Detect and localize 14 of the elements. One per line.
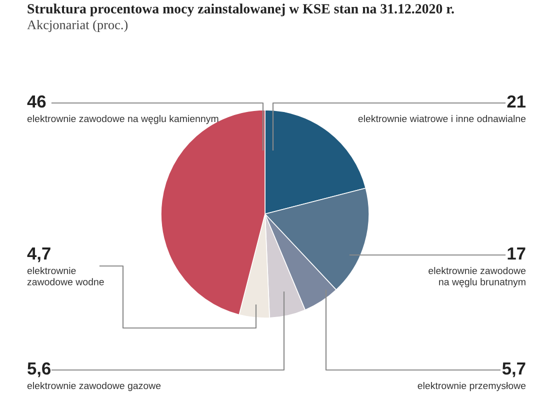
slice-label: elektrownie zawodowe na węglu kamiennym [27,115,218,124]
slice-label: elektrownie przemysłowe [418,382,526,392]
data-label: 5,6 [28,362,51,378]
data-label: 4,7 [27,248,50,262]
data-label: 17 [508,248,526,260]
chart-subtitle: Akcjonariat (proc.) [27,20,128,32]
data-label: 21 [507,95,526,108]
slice-label: elektrownie zawodowe wodne [27,267,104,286]
slice-label: elektrownie wiatrowe i inne odnawialne [358,115,526,122]
data-label: 46 [27,95,46,108]
data-label: 5,7 [502,362,526,378]
slice-label: elektrownie zawodowe na węglu brunatnym [428,267,526,288]
slice-label: elektrownie zawodowe gazowe [27,382,161,392]
chart-title: Struktura procentowa mocy zainstalowanej w KSE stan na 31.12.2020 r. [28,4,454,16]
